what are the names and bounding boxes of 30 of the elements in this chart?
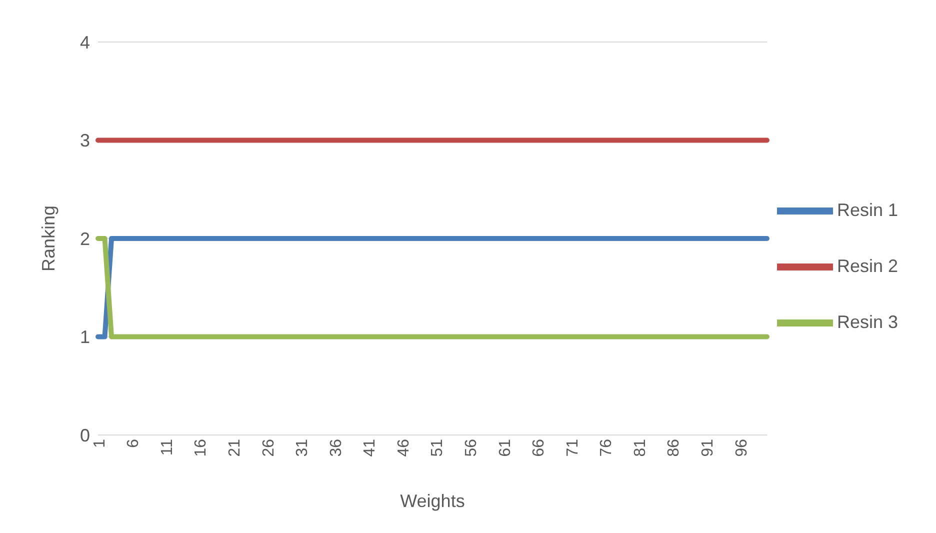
x-tick-label: 46 <box>395 438 412 457</box>
x-tick-label: 36 <box>328 438 345 457</box>
x-tick-label: 26 <box>260 438 278 457</box>
x-tick-label: 61 <box>496 438 514 457</box>
x-tick-label: 6 <box>125 438 142 448</box>
x-tick-label: 41 <box>362 438 379 457</box>
x-tick-label: 86 <box>666 438 683 457</box>
x-tick-label: 81 <box>632 438 649 457</box>
x-tick-label: 56 <box>463 438 480 457</box>
legend-label: Resin 3 <box>836 311 898 332</box>
x-tick-label: 96 <box>733 438 750 457</box>
legend-label: Resin 1 <box>836 199 898 220</box>
x-tick-label: 1 <box>91 438 108 448</box>
x-tick-label: 31 <box>294 438 312 457</box>
x-tick-label: 21 <box>226 438 244 457</box>
x-tick-label: 16 <box>192 438 210 457</box>
legend-label: Resin 2 <box>836 255 898 276</box>
x-tick-label: 66 <box>530 438 548 457</box>
x-tick-label: 11 <box>158 438 176 456</box>
y-tick-label: 2 <box>80 228 90 249</box>
y-axis-title: Ranking <box>38 205 58 272</box>
y-tick-label: 4 <box>80 32 90 52</box>
x-tick-label: 91 <box>700 438 717 457</box>
y-tick-label: 3 <box>80 130 90 151</box>
x-tick-label: 76 <box>598 438 616 457</box>
x-axis-title: Weights <box>400 491 465 511</box>
y-tick-label: 0 <box>80 425 90 446</box>
y-tick-label: 1 <box>80 327 90 348</box>
x-tick-label: 71 <box>564 438 582 457</box>
x-tick-label: 51 <box>429 438 446 457</box>
